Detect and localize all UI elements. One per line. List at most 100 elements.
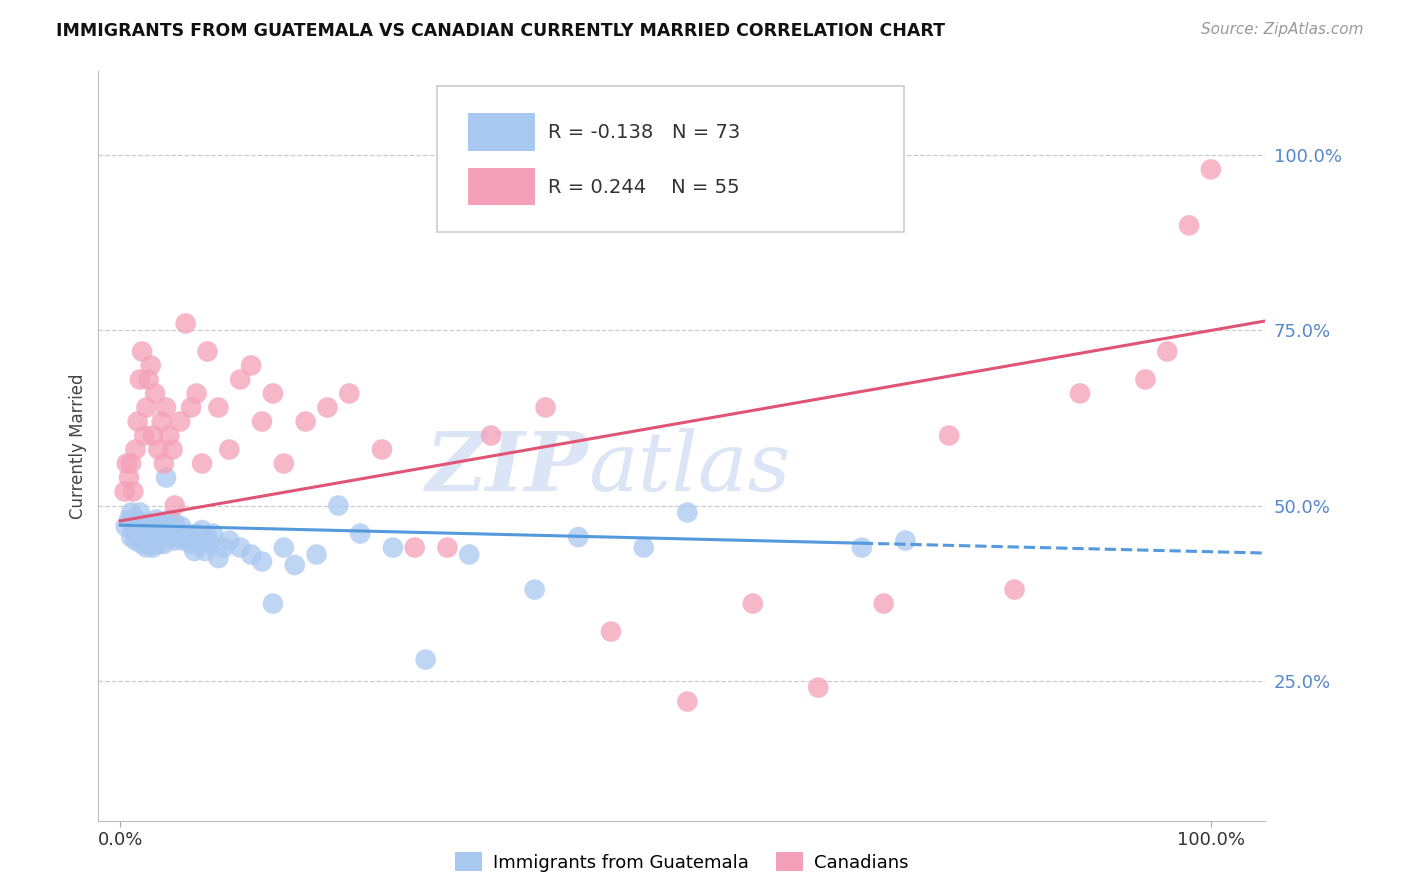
Point: [134, 428, 156, 442]
Point: [349, 526, 371, 541]
Point: [741, 597, 763, 611]
Point: [138, 516, 160, 530]
Point: [198, 537, 221, 551]
Point: [212, 541, 235, 555]
Point: [197, 344, 219, 359]
Point: [145, 512, 167, 526]
Point: [148, 442, 170, 457]
Point: [273, 457, 295, 471]
Point: [523, 582, 546, 597]
Point: [240, 359, 263, 373]
Point: [139, 359, 162, 373]
Point: [135, 401, 157, 415]
Point: [250, 555, 273, 569]
Point: [873, 597, 896, 611]
Point: [118, 512, 141, 526]
Point: [162, 442, 184, 457]
Point: [436, 541, 458, 555]
Point: [305, 548, 328, 562]
Point: [155, 470, 177, 484]
Point: [134, 533, 156, 548]
Point: [142, 526, 165, 541]
Point: [162, 526, 184, 541]
Point: [153, 537, 176, 551]
Point: [170, 519, 193, 533]
Point: [163, 533, 186, 548]
Point: [169, 415, 191, 429]
Point: [163, 499, 186, 513]
Point: [136, 523, 159, 537]
Point: [124, 533, 146, 548]
Text: ZIP: ZIP: [426, 428, 589, 508]
Point: [207, 551, 229, 566]
Point: [194, 544, 217, 558]
Point: [1004, 582, 1026, 597]
Point: [174, 526, 197, 541]
Point: [191, 457, 214, 471]
Point: [328, 499, 350, 513]
Legend: Immigrants from Guatemala, Canadians: Immigrants from Guatemala, Canadians: [449, 846, 915, 879]
Point: [136, 530, 159, 544]
Point: [166, 530, 188, 544]
FancyBboxPatch shape: [468, 113, 534, 151]
Point: [142, 541, 165, 555]
Text: Source: ZipAtlas.com: Source: ZipAtlas.com: [1201, 22, 1364, 37]
Point: [155, 401, 177, 415]
Point: [186, 386, 208, 401]
Point: [1156, 344, 1178, 359]
Point: [115, 457, 138, 471]
Point: [120, 457, 142, 471]
Point: [139, 537, 162, 551]
Point: [1069, 386, 1091, 401]
Point: [120, 506, 142, 520]
Point: [131, 526, 153, 541]
Point: [938, 428, 960, 442]
Point: [114, 484, 136, 499]
Point: [122, 523, 145, 537]
Y-axis label: Currently Married: Currently Married: [69, 373, 87, 519]
Point: [458, 548, 481, 562]
Point: [294, 415, 316, 429]
Text: atlas: atlas: [589, 428, 792, 508]
Point: [120, 530, 142, 544]
Point: [807, 681, 830, 695]
Point: [207, 401, 229, 415]
Point: [169, 526, 191, 541]
Point: [316, 401, 339, 415]
Point: [676, 506, 699, 520]
Point: [177, 530, 200, 544]
Point: [173, 533, 195, 548]
Point: [1178, 219, 1201, 233]
Point: [262, 386, 284, 401]
Point: [1135, 372, 1157, 386]
Point: [128, 506, 150, 520]
Point: [128, 523, 150, 537]
Point: [148, 519, 170, 533]
Point: [143, 523, 166, 537]
Point: [124, 442, 146, 457]
Point: [149, 526, 172, 541]
Point: [676, 695, 699, 709]
Point: [229, 372, 252, 386]
Point: [127, 415, 149, 429]
Point: [150, 516, 173, 530]
Point: [180, 537, 202, 551]
Text: R = 0.244    N = 55: R = 0.244 N = 55: [548, 178, 740, 197]
Point: [240, 548, 263, 562]
Point: [337, 386, 360, 401]
Point: [381, 541, 404, 555]
Point: [127, 519, 149, 533]
Point: [201, 526, 224, 541]
Point: [131, 344, 153, 359]
Point: [183, 544, 205, 558]
Point: [163, 516, 186, 530]
Point: [125, 512, 148, 526]
Point: [191, 523, 214, 537]
Point: [851, 541, 873, 555]
Point: [153, 457, 176, 471]
Point: [139, 519, 162, 533]
Point: [159, 530, 181, 544]
Point: [186, 526, 208, 541]
Point: [415, 652, 437, 666]
Point: [148, 537, 170, 551]
